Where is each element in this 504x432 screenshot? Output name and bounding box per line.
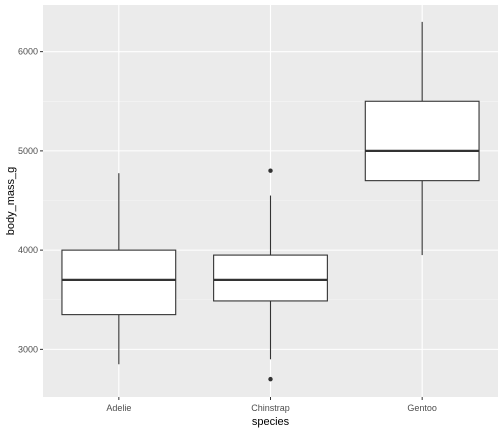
y-tick-label: 4000 (18, 245, 38, 255)
x-tick-label: Chinstrap (251, 403, 290, 413)
x-tick-label: Adelie (106, 403, 131, 413)
box-iqr (213, 254, 328, 302)
y-axis-title: body_mass_g (5, 167, 17, 236)
box-chinstrap (213, 168, 328, 382)
y-tick-label: 3000 (18, 344, 38, 354)
outlier-point (268, 376, 273, 382)
x-axis-ticks: Adelie Chinstrap Gentoo (106, 397, 437, 413)
outlier-point (268, 168, 273, 173)
x-axis-title: species (252, 416, 290, 428)
boxes (61, 21, 480, 382)
box-iqr (364, 100, 480, 182)
box-gentoo (364, 21, 480, 256)
box-iqr (61, 249, 177, 316)
y-tick-label: 6000 (18, 47, 38, 57)
box-adelie (61, 173, 177, 365)
y-axis-ticks: 3000 4000 5000 6000 (18, 47, 43, 354)
x-tick-label: Gentoo (407, 403, 437, 413)
y-tick-label: 5000 (18, 146, 38, 156)
